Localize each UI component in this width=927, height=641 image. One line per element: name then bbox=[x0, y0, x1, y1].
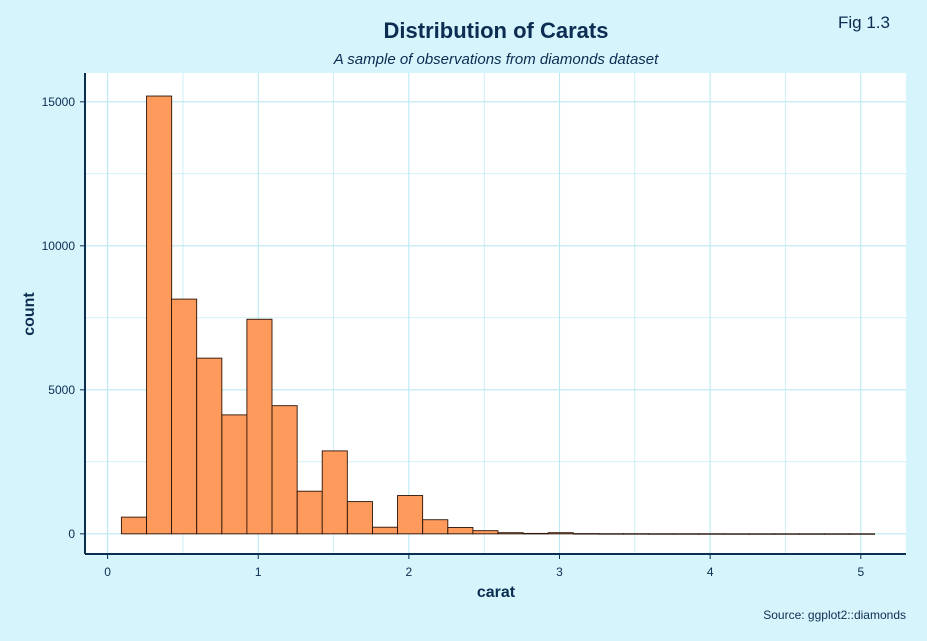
x-tick-label: 2 bbox=[406, 565, 413, 579]
x-tick-label: 0 bbox=[104, 565, 111, 579]
histogram-bar bbox=[196, 357, 223, 535]
x-axis-title: carat bbox=[477, 584, 516, 601]
x-tick-label: 4 bbox=[707, 565, 714, 579]
y-tick-label: 5000 bbox=[48, 383, 75, 397]
histogram-bar bbox=[823, 533, 851, 535]
histogram-bar bbox=[673, 533, 700, 535]
histogram-bar bbox=[397, 495, 424, 535]
histogram-bar bbox=[798, 533, 825, 535]
y-tick-label: 15000 bbox=[42, 95, 76, 109]
histogram-bar bbox=[271, 405, 298, 535]
histogram-bar bbox=[723, 533, 750, 535]
histogram-bar bbox=[648, 533, 675, 535]
y-tick-label: 0 bbox=[68, 527, 75, 541]
y-tick-label: 10000 bbox=[42, 239, 76, 253]
histogram-bar bbox=[447, 527, 474, 535]
histogram-bar bbox=[547, 532, 574, 535]
histogram-bars bbox=[120, 95, 876, 535]
histogram-bar bbox=[146, 95, 173, 535]
histogram-bar bbox=[472, 530, 499, 535]
figure-tag: Fig 1.3 bbox=[838, 13, 890, 32]
histogram-bar bbox=[422, 519, 449, 535]
histogram-bar bbox=[748, 533, 775, 535]
histogram-bar bbox=[372, 526, 399, 535]
x-tick-label: 5 bbox=[857, 565, 864, 579]
source-caption: Source: ggplot2::diamonds bbox=[763, 608, 906, 622]
histogram-bar bbox=[572, 533, 599, 535]
chart-title: Distribution of Carats bbox=[384, 18, 609, 43]
histogram-bar bbox=[773, 533, 800, 535]
x-tick-label: 3 bbox=[556, 565, 563, 579]
x-tick-label: 1 bbox=[255, 565, 262, 579]
histogram-bar bbox=[623, 533, 650, 535]
y-axis-title: count bbox=[21, 292, 38, 336]
histogram-bar bbox=[346, 501, 373, 535]
histogram-bar bbox=[221, 414, 248, 535]
histogram-bar bbox=[522, 532, 549, 535]
histogram-bar bbox=[849, 533, 876, 535]
histogram-bar bbox=[598, 533, 625, 535]
histogram-bar bbox=[171, 298, 198, 535]
histogram-bar bbox=[296, 490, 323, 535]
chart-subtitle: A sample of observations from diamonds d… bbox=[333, 51, 659, 68]
histogram-bar bbox=[698, 533, 725, 535]
axis-ticks: 0 1 2 3 4 5 0 5000 10000 15000 bbox=[42, 95, 865, 579]
histogram-bar bbox=[246, 318, 273, 535]
axes bbox=[84, 73, 906, 555]
histogram-bar bbox=[321, 450, 348, 535]
histogram-bar bbox=[120, 516, 147, 535]
histogram-bar bbox=[497, 532, 524, 535]
